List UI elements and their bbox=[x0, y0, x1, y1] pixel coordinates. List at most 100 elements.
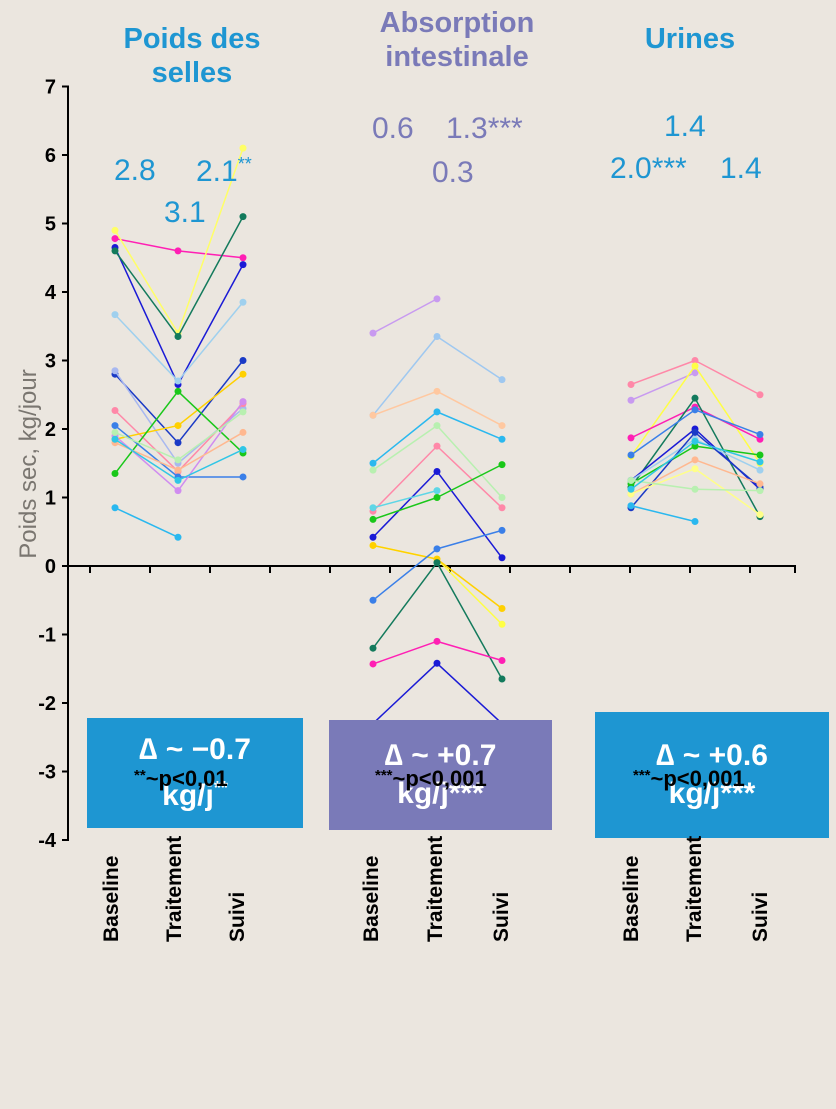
series-line bbox=[630, 359, 696, 386]
series-line bbox=[114, 409, 179, 473]
data-point bbox=[433, 559, 441, 567]
data-point bbox=[239, 144, 247, 152]
annotation-g2-a: 0.6 bbox=[372, 112, 414, 145]
y-tick-label: -1 bbox=[38, 625, 56, 647]
series-line bbox=[177, 448, 244, 482]
series-line bbox=[694, 365, 761, 464]
panel-1 bbox=[369, 295, 506, 728]
data-point bbox=[691, 465, 699, 473]
data-point bbox=[627, 380, 635, 388]
data-point bbox=[174, 487, 182, 495]
data-point bbox=[239, 254, 247, 262]
data-point bbox=[433, 422, 441, 430]
series-line bbox=[436, 529, 503, 550]
data-point bbox=[174, 377, 182, 385]
data-point bbox=[756, 466, 764, 474]
title-line: Poids des bbox=[123, 23, 261, 55]
data-point bbox=[239, 398, 247, 406]
series-line bbox=[436, 558, 503, 610]
series-line bbox=[372, 662, 438, 725]
series-line bbox=[177, 431, 244, 471]
y-tick-label: 7 bbox=[45, 77, 56, 99]
series-line bbox=[694, 440, 761, 463]
data-point bbox=[498, 461, 506, 469]
data-point bbox=[498, 604, 506, 612]
data-point bbox=[111, 367, 119, 375]
series-line bbox=[372, 336, 438, 416]
data-point bbox=[756, 487, 764, 495]
series-line bbox=[436, 425, 503, 499]
series-line bbox=[177, 147, 244, 334]
series-line bbox=[436, 471, 503, 559]
series-line bbox=[372, 411, 438, 464]
series-line bbox=[114, 507, 179, 538]
x-label-g2-suivi: Suivi bbox=[490, 891, 513, 942]
y-tick-label: 2 bbox=[45, 419, 56, 441]
series-line bbox=[177, 411, 244, 461]
data-point bbox=[756, 511, 764, 519]
data-point bbox=[627, 434, 635, 442]
data-point bbox=[691, 517, 699, 525]
data-point bbox=[239, 473, 247, 481]
data-point bbox=[756, 451, 764, 459]
series-line bbox=[114, 390, 179, 474]
series-line bbox=[114, 370, 179, 464]
annotation-g1-baseline: 2.8 bbox=[114, 154, 156, 187]
footnote-2: ***~p<0,001 bbox=[375, 766, 487, 791]
data-point bbox=[627, 451, 635, 459]
series-line bbox=[630, 431, 696, 509]
x-label-g1-suivi: Suivi bbox=[226, 891, 249, 942]
data-point bbox=[433, 494, 441, 501]
series-line bbox=[114, 314, 179, 382]
data-point bbox=[756, 435, 764, 443]
series-line bbox=[630, 459, 696, 495]
series-line bbox=[436, 390, 503, 427]
data-point bbox=[174, 456, 182, 464]
x-label-g3-traitement: Traitement bbox=[683, 835, 706, 942]
data-point bbox=[239, 408, 247, 416]
series-line bbox=[114, 435, 179, 492]
data-point bbox=[498, 657, 506, 665]
series-line bbox=[436, 640, 503, 662]
data-point bbox=[498, 435, 506, 443]
data-point bbox=[498, 620, 506, 628]
series-line bbox=[114, 237, 179, 252]
series-line bbox=[177, 264, 244, 385]
series-line bbox=[372, 640, 438, 665]
data-point bbox=[691, 394, 699, 402]
series-line bbox=[177, 250, 244, 259]
data-point bbox=[433, 487, 441, 495]
y-tick-label: -3 bbox=[38, 762, 56, 784]
annotation-significance: ** bbox=[237, 154, 252, 174]
data-point bbox=[627, 502, 635, 510]
data-point bbox=[174, 422, 182, 430]
series-line bbox=[630, 440, 696, 490]
data-point bbox=[369, 466, 377, 474]
title-line: intestinale bbox=[385, 41, 529, 73]
data-point bbox=[369, 644, 377, 652]
series-line bbox=[630, 428, 696, 481]
data-point bbox=[174, 387, 182, 395]
data-point bbox=[433, 295, 441, 303]
series-line bbox=[177, 403, 244, 472]
title-line: selles bbox=[151, 57, 233, 89]
title-urines: Urines bbox=[575, 22, 805, 56]
data-point bbox=[111, 226, 119, 234]
data-point bbox=[498, 494, 506, 501]
data-point bbox=[498, 422, 506, 430]
data-point bbox=[433, 545, 441, 553]
y-tick-label: 4 bbox=[45, 282, 57, 304]
delta-box-urines: ∆ ~ +0.6 kg/j*** bbox=[595, 712, 829, 838]
data-point bbox=[111, 422, 119, 430]
data-point bbox=[174, 533, 182, 541]
data-point bbox=[239, 357, 247, 364]
series-line bbox=[372, 470, 438, 538]
series-line bbox=[372, 445, 438, 512]
data-point bbox=[691, 456, 699, 464]
data-point bbox=[111, 311, 119, 319]
data-point bbox=[756, 480, 764, 488]
y-tick-label: -2 bbox=[38, 693, 56, 715]
series-line bbox=[372, 548, 438, 601]
series-line bbox=[436, 558, 503, 625]
series-line bbox=[114, 438, 179, 482]
